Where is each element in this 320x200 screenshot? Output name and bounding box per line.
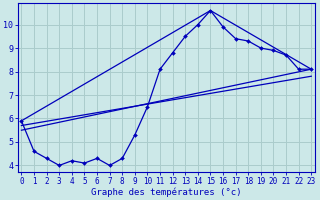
X-axis label: Graphe des températures (°c): Graphe des températures (°c) — [91, 187, 242, 197]
